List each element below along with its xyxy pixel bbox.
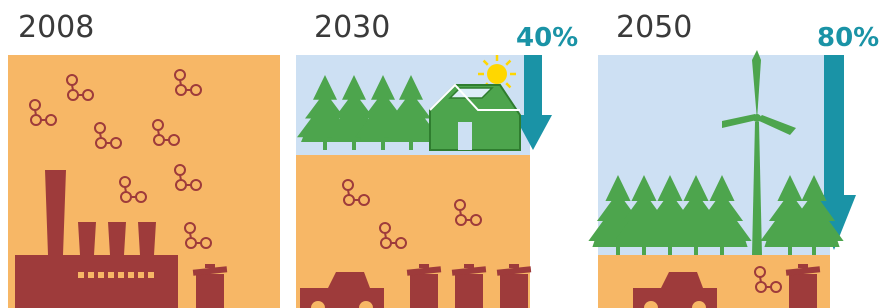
window (118, 272, 124, 278)
sun (487, 64, 507, 84)
window (148, 272, 154, 278)
year-label: 2050 (616, 10, 692, 45)
trash-handle (464, 264, 474, 268)
trash-can (410, 274, 438, 308)
window (128, 272, 134, 278)
turbine-hub (753, 114, 761, 122)
window (138, 272, 144, 278)
trash-can (789, 274, 817, 308)
window (78, 272, 84, 278)
window (108, 272, 114, 278)
reduction-label: 40% (516, 23, 578, 53)
trunk (720, 245, 724, 255)
trash-handle (205, 264, 215, 268)
infographic: 2008 2030 2050 40% 80% (0, 0, 883, 308)
trash-handle (419, 264, 429, 268)
trash-can (196, 274, 224, 308)
trash-can (455, 274, 483, 308)
window (88, 272, 94, 278)
year-label: 2030 (314, 10, 390, 45)
trunk (381, 140, 385, 150)
reduction-label: 80% (817, 23, 879, 53)
door (458, 122, 472, 150)
page: 2008 2030 2050 40% 80% (() => { const da… (0, 0, 883, 308)
trash-handle (798, 264, 808, 268)
trunk (352, 140, 356, 150)
trunk (409, 140, 413, 150)
trash-can (500, 274, 528, 308)
window (98, 272, 104, 278)
trunk (323, 140, 327, 150)
trash-handle (509, 264, 519, 268)
trunk (812, 245, 816, 255)
year-label: 2008 (18, 10, 94, 45)
